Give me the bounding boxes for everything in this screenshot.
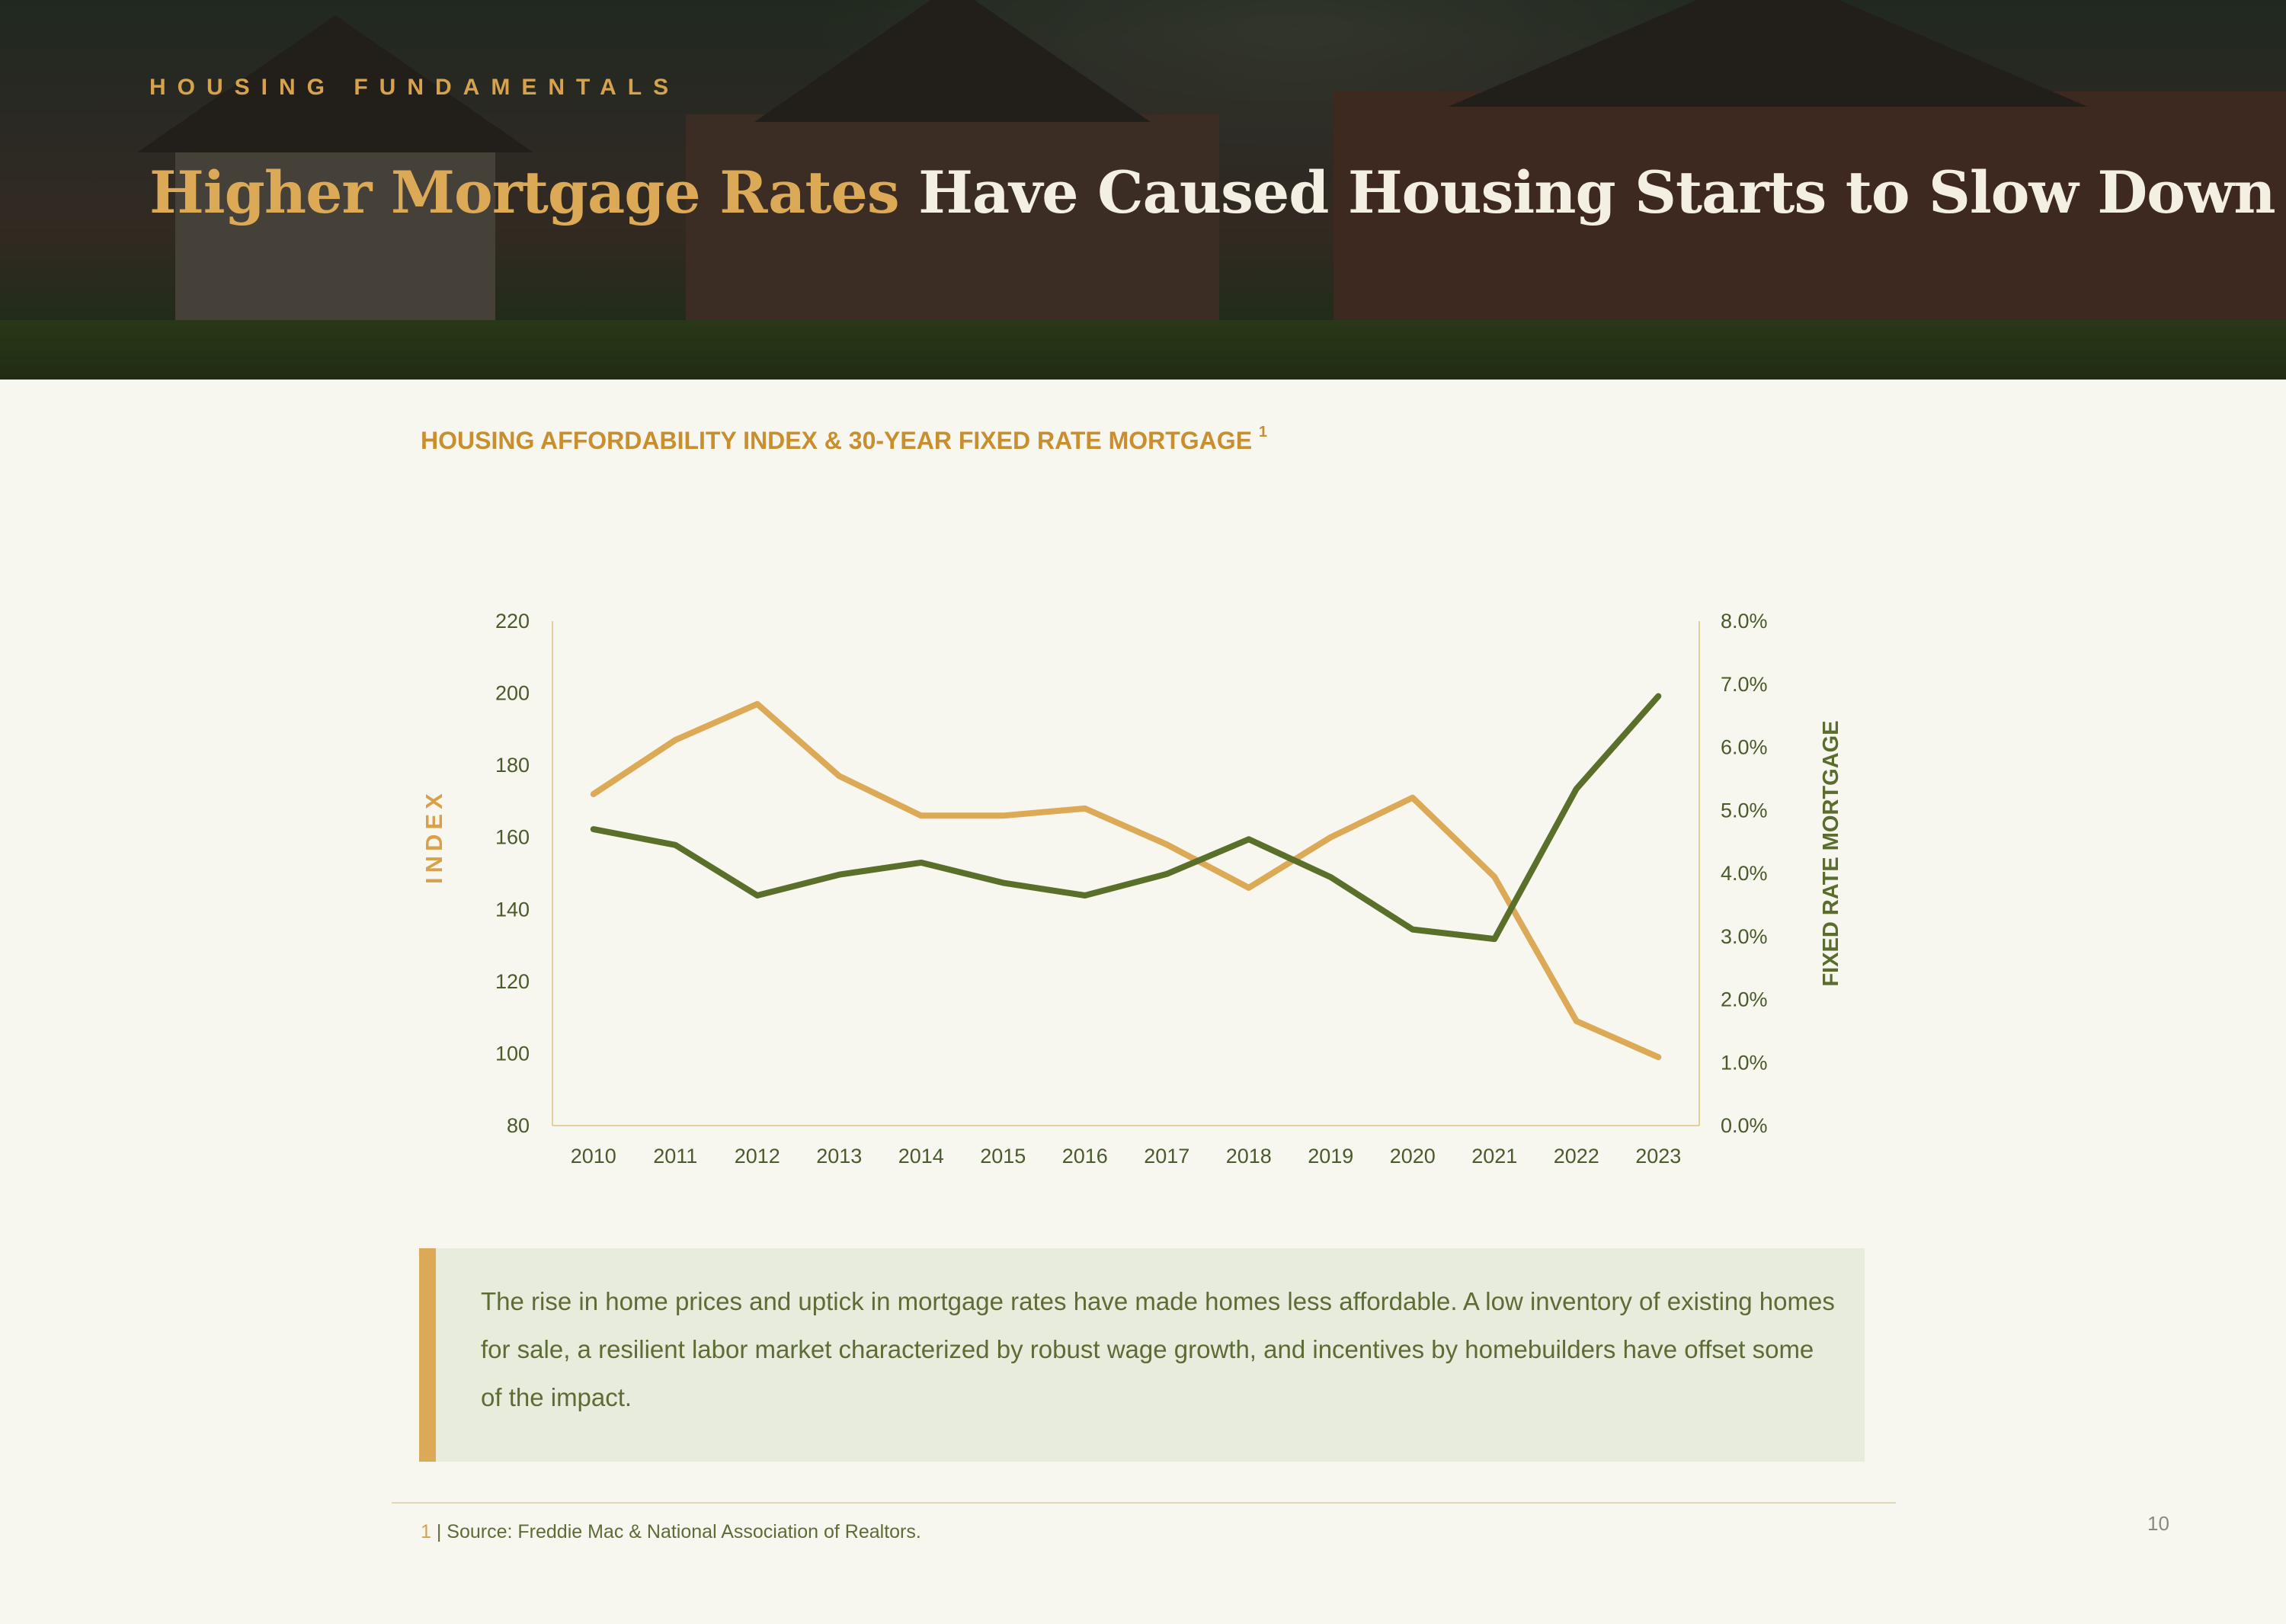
banner-lawn — [0, 320, 2286, 380]
callout-accent-bar — [419, 1248, 436, 1462]
dual-axis-line-chart: 220 200 180 160 140 120 100 80 8.0% 7.0% 6.0% 5.0%… — [421, 610, 1843, 1168]
chart-axes — [552, 621, 1700, 1126]
banner-roof-right — [1448, 0, 2088, 107]
x-tick-label: 2015 — [980, 1145, 1026, 1168]
page-title: Higher Mortgage Rates Have Caused Housin… — [149, 159, 2276, 226]
left-tick-label: 120 — [495, 970, 530, 993]
mortgage-rate-line — [590, 693, 1662, 943]
chart-heading-text: HOUSING AFFORDABILITY INDEX & 30-YEAR FI… — [421, 427, 1253, 454]
footnote-text: | Source: Freddie Mac & National Associa… — [431, 1521, 921, 1542]
x-tick-label: 2010 — [571, 1145, 616, 1168]
x-tick-label: 2012 — [735, 1145, 780, 1168]
right-tick-label: 2.0% — [1721, 988, 1768, 1011]
banner-roof-center — [754, 0, 1151, 122]
page-title-rest: Have Caused Housing Starts to Slow Down — [898, 159, 2276, 226]
page-title-highlight: Higher Mortgage Rates — [149, 159, 900, 226]
x-tick-label: 2016 — [1062, 1145, 1108, 1168]
right-tick-label: 5.0% — [1721, 799, 1768, 822]
x-tick-label: 2022 — [1554, 1145, 1599, 1168]
insight-callout: The rise in home prices and uptick in mo… — [419, 1248, 1865, 1462]
left-tick-label: 160 — [495, 826, 530, 849]
x-tick-label: 2021 — [1471, 1145, 1517, 1168]
page-number: 10 — [2147, 1512, 2169, 1535]
right-axis-ticks: 8.0% 7.0% 6.0% 5.0% 4.0% 3.0% 2.0% 1.0% 0.0% — [1721, 610, 1768, 1137]
header-banner: HOUSING FUNDAMENTALS Higher Mortgage Rat… — [0, 0, 2286, 380]
left-axis-ticks: 220 200 180 160 140 120 100 80 — [495, 610, 530, 1137]
right-axis-label: FIXED RATE MORTGAGE — [1819, 720, 1843, 986]
x-axis-ticks: 2010 2011 2012 2013 2014 2015 2016 2017 2018 2019… — [571, 1145, 1682, 1168]
right-tick-label: 6.0% — [1721, 736, 1768, 759]
right-tick-label: 4.0% — [1721, 862, 1768, 885]
chart-heading: HOUSING AFFORDABILITY INDEX & 30-YEAR FI… — [421, 424, 1268, 455]
chart-series — [590, 693, 1662, 1061]
banner-house-left — [175, 137, 495, 328]
x-tick-label: 2017 — [1144, 1145, 1189, 1168]
source-footnote: 1 | Source: Freddie Mac & National Assoc… — [421, 1521, 921, 1543]
left-tick-label: 200 — [495, 682, 530, 705]
footnote-divider — [392, 1502, 1896, 1504]
left-tick-label: 140 — [495, 898, 530, 921]
left-axis-label: INDEX — [421, 789, 447, 884]
footnote-number: 1 — [421, 1521, 431, 1542]
x-tick-label: 2020 — [1390, 1145, 1436, 1168]
right-tick-label: 0.0% — [1721, 1114, 1768, 1137]
x-tick-label: 2013 — [816, 1145, 862, 1168]
left-tick-label: 220 — [495, 610, 530, 633]
x-tick-label: 2014 — [898, 1145, 944, 1168]
callout-text: The rise in home prices and uptick in mo… — [481, 1287, 1835, 1411]
banner-house-center — [686, 114, 1219, 335]
banner-roof-left — [137, 15, 533, 152]
x-tick-label: 2018 — [1226, 1145, 1272, 1168]
right-tick-label: 7.0% — [1721, 673, 1768, 696]
banner-house-right — [1334, 91, 2286, 335]
x-tick-label: 2023 — [1635, 1145, 1681, 1168]
left-tick-label: 180 — [495, 754, 530, 777]
banner-overlay — [0, 0, 2286, 380]
right-tick-label: 1.0% — [1721, 1051, 1768, 1074]
left-tick-label: 80 — [507, 1114, 530, 1137]
x-tick-label: 2011 — [653, 1145, 697, 1168]
x-tick-label: 2019 — [1308, 1145, 1353, 1168]
chart-heading-footnote-ref: 1 — [1258, 424, 1268, 441]
left-tick-label: 100 — [495, 1042, 530, 1065]
section-eyebrow: HOUSING FUNDAMENTALS — [149, 75, 680, 100]
right-tick-label: 3.0% — [1721, 925, 1768, 948]
right-tick-label: 8.0% — [1721, 610, 1768, 633]
affordability-index-line — [590, 700, 1662, 1061]
